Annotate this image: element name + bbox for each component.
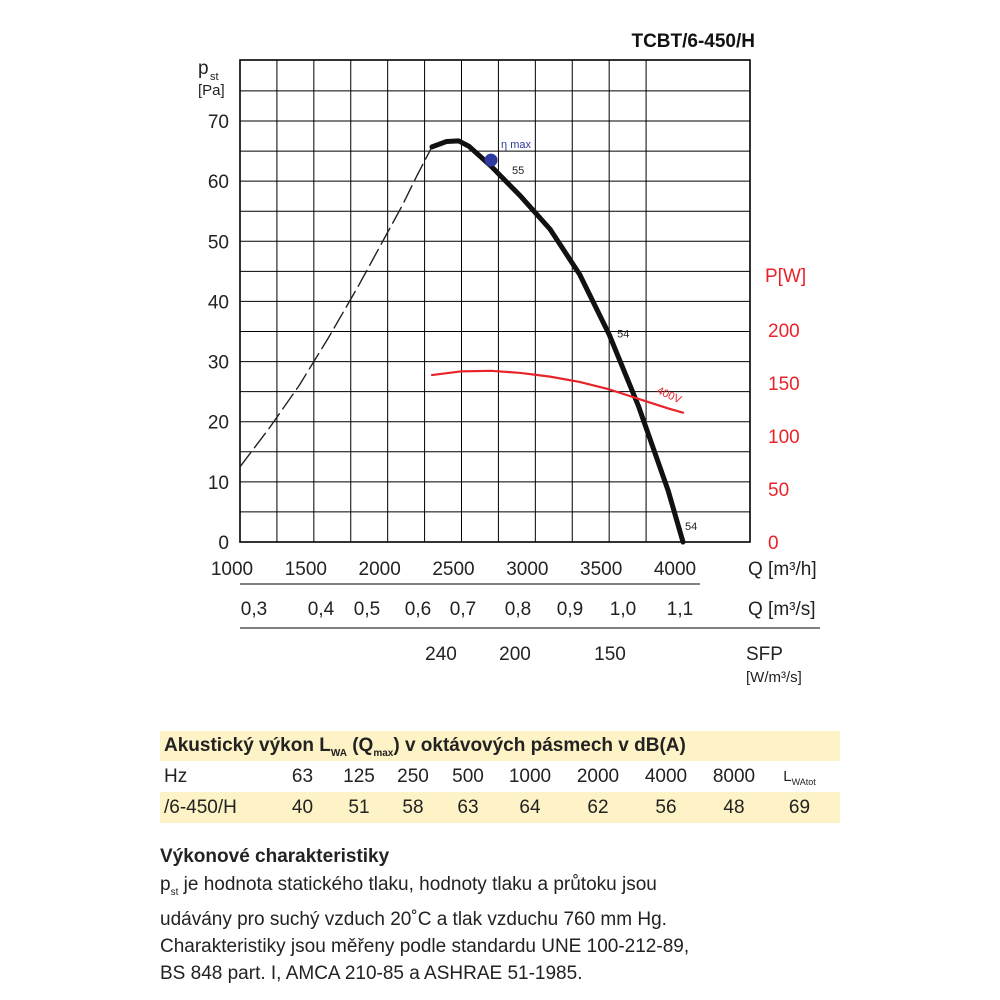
fan-curve-chart: TCBT/6-450/H 0 10 20 30 40 50 60 70 p st[Pa] 0 50 100… <box>198 31 820 686</box>
y-left-label: p <box>198 58 209 79</box>
chart-title: TCBT/6-450/H <box>631 31 755 52</box>
eta-max-label: η max <box>501 139 531 151</box>
value-250: 58 <box>402 797 424 818</box>
plot-frame <box>239 59 751 543</box>
x-tick-label: 2000 <box>359 559 401 580</box>
sfp-label: SFP <box>746 644 783 665</box>
y-right-tick-label: 150 <box>768 374 800 395</box>
acoustic-header-row: Hz 63 125 250 500 1000 2000 4000 8000 LW… <box>160 761 840 792</box>
value-63: 40 <box>291 797 314 818</box>
pressure-curve-dashed <box>239 146 433 468</box>
y-right-tick-label: 200 <box>768 321 800 342</box>
acoustic-heading-sub1: WA <box>330 747 347 759</box>
x2-tick-label: 0,7 <box>450 599 476 620</box>
x2-tick-label: 0,8 <box>505 599 531 620</box>
value-500: 63 <box>457 797 479 818</box>
x-tick-label: 1000 <box>211 559 253 580</box>
x-tick-label: 3000 <box>506 559 548 580</box>
x-axis-label: Q [m³/h] <box>748 559 817 580</box>
y-left-tick-label: 50 <box>208 232 229 253</box>
pressure-curve <box>429 138 686 545</box>
acoustic-table: Akustický výkon LWA (Qmax) v oktávových … <box>160 731 840 823</box>
x-tick-label: 2500 <box>432 559 474 580</box>
band-63: 63 <box>291 766 314 787</box>
y-right-tick-label: 0 <box>768 533 779 554</box>
band-2000: 2000 <box>576 766 620 787</box>
pst-symbol: pst <box>160 874 179 898</box>
y-left-tick-label: 30 <box>208 353 229 374</box>
sfp-unit: [W/m³/s] <box>746 669 802 686</box>
value-1000: 64 <box>519 797 541 818</box>
x2-tick-label: 0,3 <box>241 599 267 620</box>
x2-tick-label: 1,1 <box>667 599 693 620</box>
acoustic-heading-mid: (Q <box>346 735 374 756</box>
acoustic-value-row: /6-450/H 40 51 58 63 64 62 56 48 69 <box>160 792 840 823</box>
performance-notes: Výkonové charakteristiky pst je hodnota … <box>160 846 840 987</box>
x-tick-label: 3500 <box>580 559 622 580</box>
y-left-unit: [Pa] <box>198 82 225 99</box>
band-1000: 1000 <box>508 766 552 787</box>
lwatot-label-sub: WAtot <box>791 777 816 787</box>
x2-tick-label: 0,6 <box>405 599 431 620</box>
y-right-tick-label: 50 <box>768 480 789 501</box>
band-8000: 8000 <box>712 766 756 787</box>
x2-axis-label: Q [m³/s] <box>748 599 816 620</box>
value-125: 51 <box>348 797 370 818</box>
y-left-tick-label: 10 <box>208 473 229 494</box>
acoustic-heading-sub2: max <box>373 747 394 759</box>
efficiency-label-54a: 54 <box>617 328 629 340</box>
eta-max-marker <box>484 153 498 167</box>
x-tick-label: 4000 <box>654 559 696 580</box>
band-250: 250 <box>397 766 429 787</box>
efficiency-label-55: 55 <box>512 165 524 177</box>
band-4000: 4000 <box>644 766 688 787</box>
pst-symbol-main: p <box>160 874 171 895</box>
y-left-tick-label: 70 <box>208 112 229 133</box>
y-right-label: P[W] <box>765 266 806 287</box>
performance-line-2: udávány pro suchý vzduch 20˚C a tlak vzd… <box>160 908 667 930</box>
x2-tick-label: 0,9 <box>557 599 583 620</box>
y-left-label-sub: st <box>210 71 219 83</box>
y-left-tick-label: 0 <box>218 533 229 554</box>
pst-symbol-sub: st <box>170 886 179 898</box>
performance-line-1-text: je hodnota statického tlaku, hodnoty tla… <box>178 874 657 895</box>
band-500: 500 <box>452 766 484 787</box>
x2-tick-label: 1,0 <box>610 599 636 620</box>
y-left-tick-label: 40 <box>208 292 229 313</box>
x-tick-label: 1500 <box>285 559 327 580</box>
acoustic-heading: Akustický výkon LWA (Qmax) v oktávových … <box>160 731 840 761</box>
sfp-tick-label: 240 <box>425 644 457 665</box>
hz-label: Hz <box>164 766 188 787</box>
acoustic-heading-post: ) v oktávových pásmech v dB(A) <box>393 735 686 756</box>
y-left-tick-label: 60 <box>208 172 229 193</box>
band-125: 125 <box>343 766 375 787</box>
efficiency-label-54b: 54 <box>685 521 697 533</box>
voltage-label: 400V <box>655 385 684 407</box>
performance-title: Výkonové charakteristiky <box>160 846 390 867</box>
y-right-tick-label: 100 <box>768 427 800 448</box>
power-curve-400v <box>430 369 685 414</box>
performance-line-4: BS 848 part. I, AMCA 210-85 a ASHRAE 51-… <box>160 962 583 984</box>
lwatot-label-main: L <box>783 768 792 785</box>
lwatot-label: LWAtot <box>767 761 832 792</box>
y-left-tick-label: 20 <box>208 413 229 434</box>
x2-tick-label: 0,5 <box>354 599 380 620</box>
acoustic-heading-pre: Akustický výkon L <box>164 735 331 756</box>
value-4000: 56 <box>655 797 677 818</box>
value-total: 69 <box>788 797 811 818</box>
model-label: /6-450/H <box>164 797 237 818</box>
performance-line-3: Charakteristiky jsou měřeny podle standa… <box>160 935 690 957</box>
x2-tick-label: 0,4 <box>308 599 335 620</box>
value-8000: 48 <box>723 797 745 818</box>
sfp-tick-label: 150 <box>594 644 626 665</box>
sfp-tick-label: 200 <box>499 644 531 665</box>
performance-line-1: pst je hodnota statického tlaku, hodnoty… <box>160 871 840 906</box>
value-2000: 62 <box>587 797 609 818</box>
